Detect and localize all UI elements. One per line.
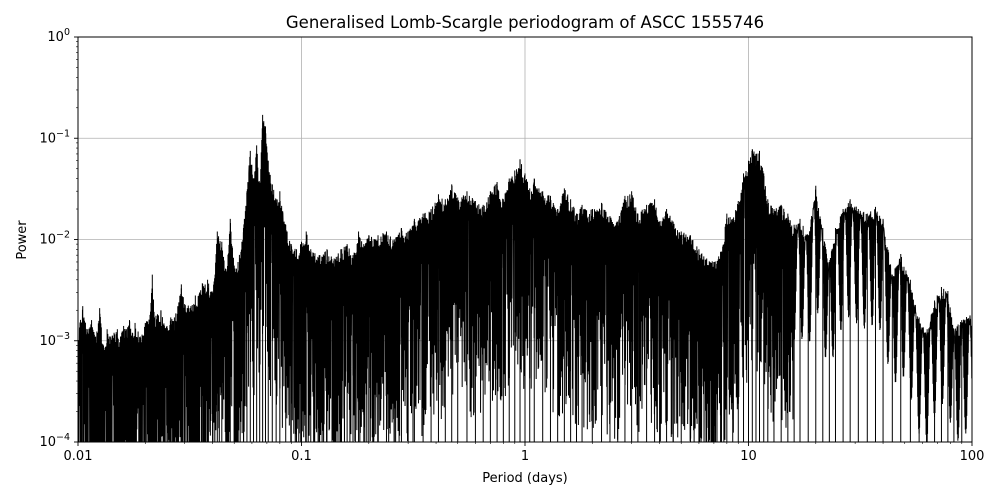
y-axis-label: Power xyxy=(15,220,30,260)
chart-title: Generalised Lomb-Scargle periodogram of … xyxy=(286,13,764,32)
x-axis-label: Period (days) xyxy=(482,471,568,486)
x-tick-label: 1 xyxy=(521,449,529,464)
y-tick-label: 10−3 xyxy=(39,331,70,349)
y-tick-label: 100 xyxy=(47,27,70,45)
y-tick-label: 10−2 xyxy=(39,230,70,248)
periodogram-traces xyxy=(78,114,972,442)
y-tick-label: 10−4 xyxy=(39,432,70,450)
x-tick-label: 0.01 xyxy=(64,449,93,464)
x-tick-label: 100 xyxy=(960,449,985,464)
y-tick-label: 10−1 xyxy=(39,128,70,146)
x-tick-label: 0.1 xyxy=(291,449,312,464)
axis-ticks: 0.01 0.1 1 10 100 10−4 10−3 10−2 10−1 100 xyxy=(39,27,984,464)
x-tick-label: 10 xyxy=(740,449,757,464)
